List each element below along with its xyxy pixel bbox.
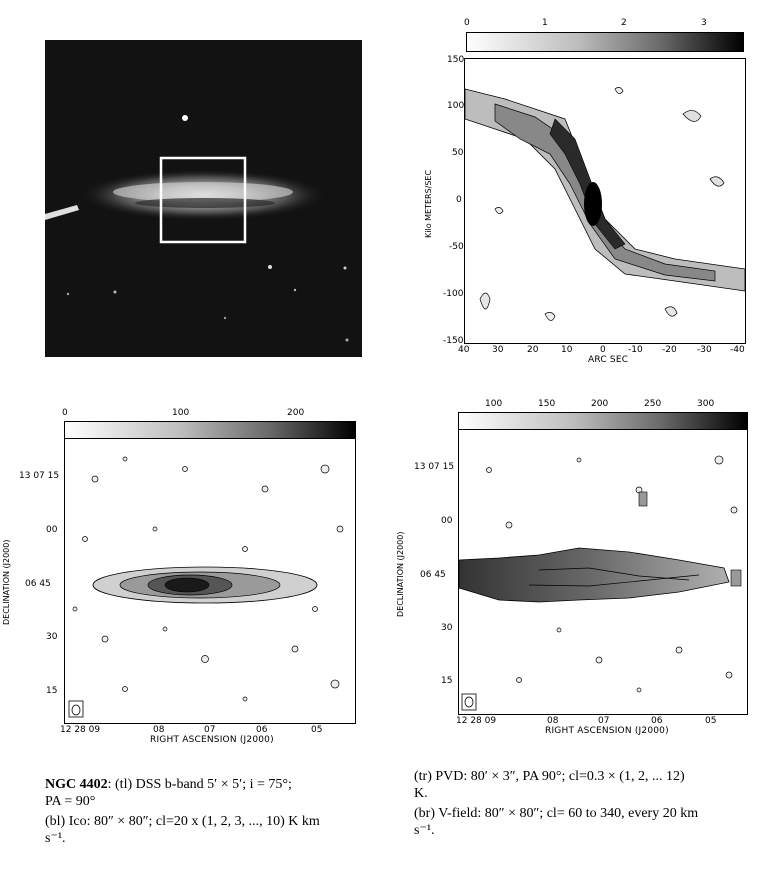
ico-cbar-tick: 200 [287, 408, 305, 418]
vfield-cbar-tick: 300 [697, 399, 715, 409]
beam-icon [68, 700, 84, 718]
pvd-xtick: 40 [458, 345, 470, 355]
dss-optical-image [45, 40, 362, 357]
vfield-map [458, 429, 748, 715]
caption-pa: PA = 90° [45, 794, 96, 809]
pvd-cbar-tick: 1 [542, 18, 548, 28]
vfield-colorbar [458, 412, 748, 430]
pvd-ytick: 0 [456, 195, 462, 205]
pvd-ytick: 100 [447, 101, 465, 111]
caption-br-text: (br) V-field: 80″ × 80″; cl= 60 to 340, … [414, 806, 699, 821]
ico-xlabel: RIGHT ASCENSION (J2000) [150, 735, 274, 745]
vfield-xlabel: RIGHT ASCENSION (J2000) [545, 726, 669, 736]
vfield-ytick: 00 [441, 516, 453, 526]
pvd-cbar-tick: 0 [464, 18, 470, 28]
pvd-ytick: -150 [443, 336, 464, 346]
pvd-xlabel: ARC SEC [588, 355, 629, 365]
pvd-xtick: 0 [600, 345, 606, 355]
pvd-plot [464, 58, 746, 344]
caption-bl-text: (bl) Ico: 80″ × 80″; cl=20 x (1, 2, 3, .… [45, 814, 320, 829]
caption-right: (tr) PVD: 80′ × 3″, PA 90°; cl=0.3 × (1,… [414, 768, 767, 839]
caption-tr-units: K. [414, 786, 428, 801]
pvd-xtick: -10 [628, 345, 643, 355]
pvd-xtick: -20 [662, 345, 677, 355]
vfield-cbar-tick: 100 [485, 399, 503, 409]
ico-map [64, 438, 356, 724]
vfield-xtick: 05 [705, 716, 717, 726]
ico-ytick: 30 [46, 632, 58, 642]
pvd-cbar-tick: 2 [621, 18, 627, 28]
pvd-xtick: 30 [492, 345, 504, 355]
vfield-ytick: 30 [441, 623, 453, 633]
ico-xtick: 05 [311, 725, 323, 735]
pvd-ytick: -50 [449, 242, 464, 252]
ico-xtick: 07 [204, 725, 216, 735]
ico-colorbar [64, 421, 356, 439]
pvd-xtick: -40 [730, 345, 745, 355]
caption-galaxy-name: NGC 4402 [45, 777, 108, 792]
vfield-xtick: 08 [547, 716, 559, 726]
pvd-xtick: 20 [527, 345, 539, 355]
pvd-cbar-tick: 3 [701, 18, 707, 28]
ico-xtick: 06 [256, 725, 268, 735]
pvd-xtick: -30 [697, 345, 712, 355]
beam-icon [461, 693, 477, 711]
pvd-ytick: 50 [452, 148, 464, 158]
ico-cbar-tick: 0 [62, 408, 68, 418]
caption-bl-units: s⁻¹. [45, 831, 66, 846]
zoom-box [159, 156, 247, 244]
vfield-ytick: 15 [441, 676, 453, 686]
ico-xtick: 12 28 09 [60, 725, 101, 735]
vfield-ytick: 06 45 [420, 570, 446, 580]
vfield-ytick: 13 07 15 [414, 462, 455, 472]
ico-cbar-tick: 100 [172, 408, 190, 418]
pvd-ytick: -100 [443, 289, 464, 299]
vfield-cbar-tick: 200 [591, 399, 609, 409]
pvd-ylabel: Kilo METERS/SEC [424, 169, 433, 238]
vfield-xtick: 06 [651, 716, 663, 726]
ico-ylabel: DECLINATION (J2000) [2, 539, 11, 625]
caption-tl-text: : (tl) DSS b-band 5′ × 5′; i = 75°; [107, 777, 292, 792]
ico-ytick: 06 45 [25, 579, 51, 589]
caption-tr-text: (tr) PVD: 80′ × 3″, PA 90°; cl=0.3 × (1,… [414, 769, 685, 784]
pvd-xtick: 10 [561, 345, 573, 355]
vfield-cbar-tick: 150 [538, 399, 556, 409]
ico-ytick: 00 [46, 525, 58, 535]
vfield-cbar-tick: 250 [644, 399, 662, 409]
ico-xtick: 08 [153, 725, 165, 735]
caption-left: NGC 4402: (tl) DSS b-band 5′ × 5′; i = 7… [45, 776, 397, 847]
ico-ytick: 13 07 15 [19, 471, 60, 481]
caption-br-units: s⁻¹. [414, 823, 435, 838]
vfield-xtick: 07 [598, 716, 610, 726]
ico-ytick: 15 [46, 686, 58, 696]
pvd-colorbar [466, 32, 744, 52]
vfield-ylabel: DECLINATION (J2000) [396, 531, 405, 617]
pvd-ytick: 150 [447, 55, 465, 65]
vfield-xtick: 12 28 09 [456, 716, 497, 726]
